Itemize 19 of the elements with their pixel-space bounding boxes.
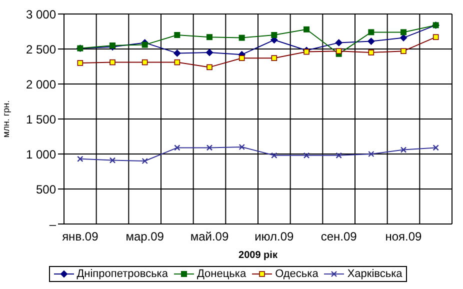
x-tick-label: июл.09 — [254, 230, 294, 244]
legend-label: Одеська — [275, 268, 318, 280]
x-tick-label: сен.09 — [320, 230, 358, 244]
y-tick-label: 2 000 — [26, 77, 56, 92]
x-tick-label: янв.09 — [62, 230, 99, 244]
x-axis-title: 2009 рік — [238, 250, 278, 261]
y-tick-label: – — [49, 217, 56, 232]
y-axis-title: млн. грн. — [1, 100, 12, 138]
x-tick-label: ноя.09 — [385, 230, 422, 244]
legend-label: Дніпропетровська — [76, 268, 168, 280]
y-tick-label: 1 500 — [26, 112, 56, 126]
y-tick-label: 2 500 — [26, 42, 56, 56]
y-tick-label: 1 000 — [26, 147, 56, 162]
legend-label: Донецька — [196, 268, 246, 280]
y-tick-label: 3 000 — [26, 7, 56, 22]
x-tick-label: май.09 — [190, 230, 229, 244]
y-tick-label: 500 — [36, 182, 56, 196]
x-tick-label: мар.09 — [126, 230, 164, 244]
legend-label: Харківська — [347, 268, 402, 280]
